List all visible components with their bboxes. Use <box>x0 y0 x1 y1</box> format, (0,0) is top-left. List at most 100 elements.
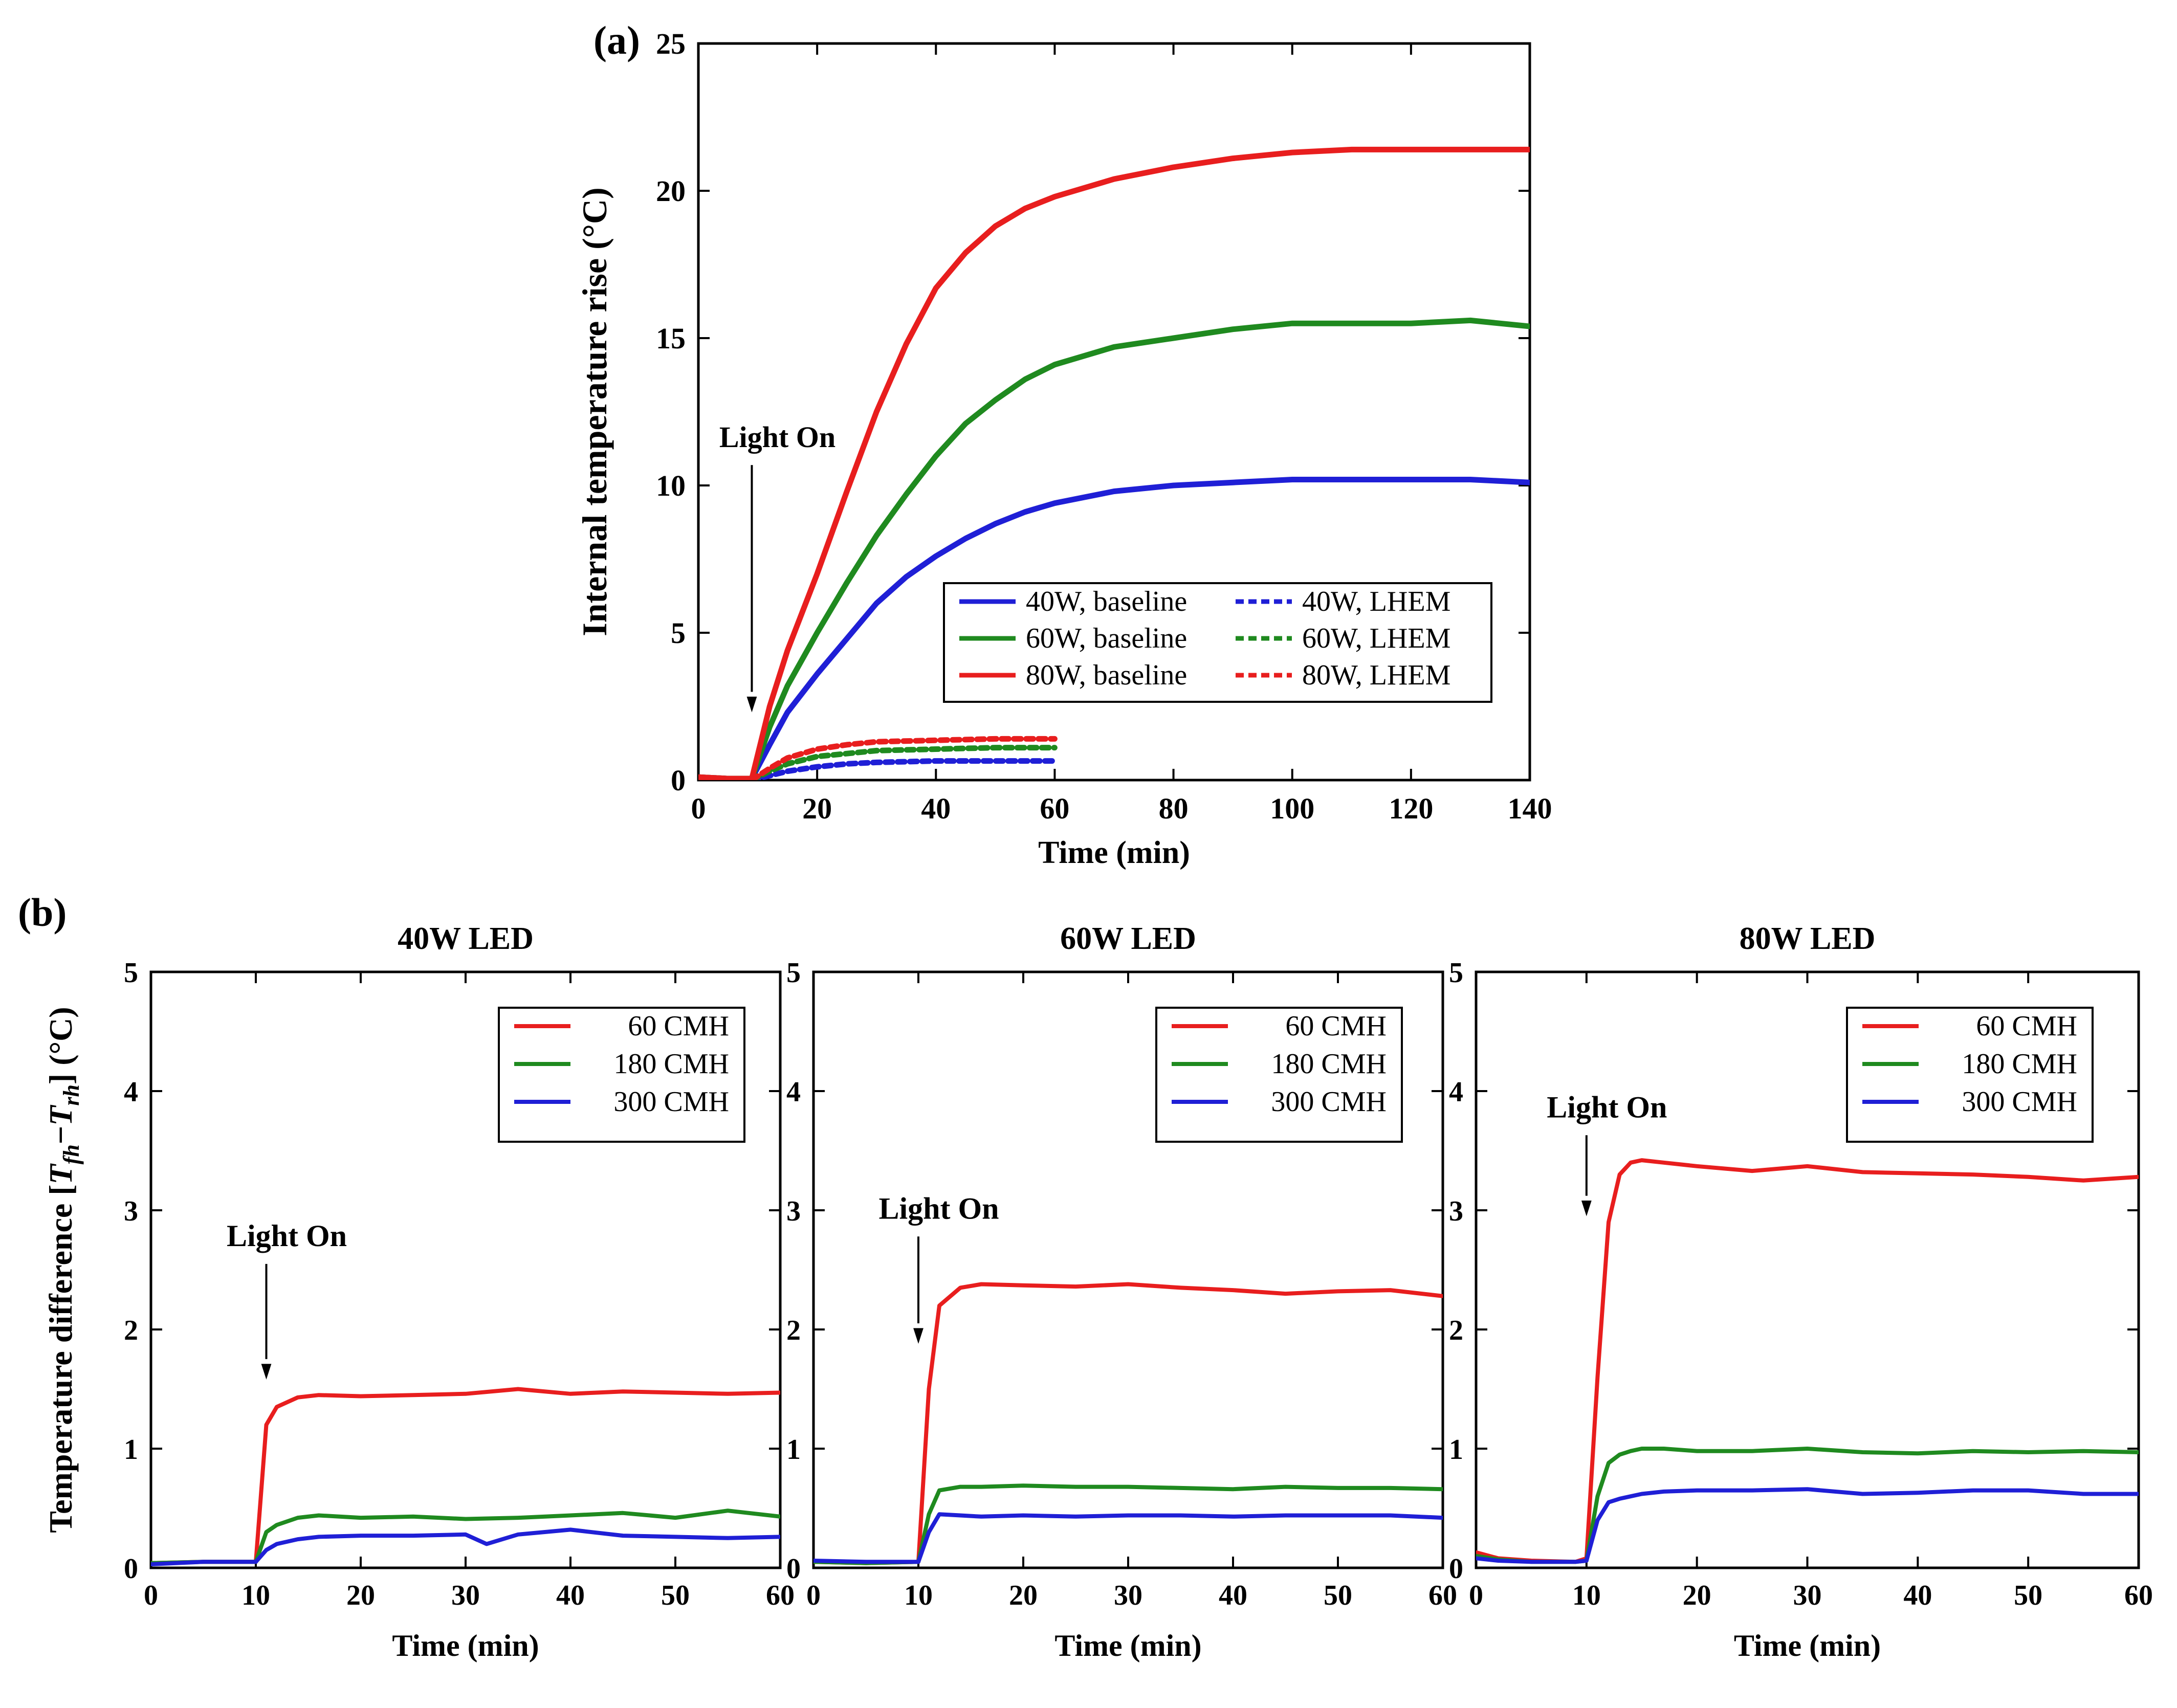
x-tick-label-b2-4: 40 <box>1219 1580 1247 1611</box>
legend-label-a-4: 60W, LHEM <box>1302 623 1450 654</box>
x-tick-label-b1-5: 50 <box>661 1580 690 1611</box>
annotation-light-on-a: Light On <box>719 420 835 454</box>
x-tick-label-b2-1: 10 <box>904 1580 933 1611</box>
series-line-b1-2 <box>151 1527 780 1566</box>
x-axis-label-b3: Time (min) <box>1734 1629 1881 1662</box>
x-tick-label-a-7: 140 <box>1508 792 1552 825</box>
series-line-b3-0 <box>1476 1158 2139 1564</box>
x-tick-label-b2-5: 50 <box>1324 1580 1352 1611</box>
x-axis-label-a: Time (min) <box>1038 835 1190 870</box>
x-tick-label-b1-4: 40 <box>556 1580 585 1611</box>
panel-label-a: (a) <box>593 18 640 62</box>
x-tick-label-b1-3: 30 <box>451 1580 480 1611</box>
x-axis-label-b2: Time (min) <box>1054 1629 1201 1662</box>
x-tick-label-a-6: 120 <box>1389 792 1433 825</box>
legend-label-b3-1: 180 CMH <box>1962 1048 2077 1080</box>
x-tick-label-b3-0: 0 <box>1469 1580 1483 1611</box>
y-tick-label-b2-5: 5 <box>786 957 801 989</box>
series-line-a-4 <box>749 745 1058 780</box>
legend-box-b3 <box>1846 1007 2094 1143</box>
y-tick-label-b2-2: 2 <box>786 1315 801 1346</box>
chart-title-b1: 40W LED <box>398 921 534 956</box>
y-tick-label-b2-1: 1 <box>786 1434 801 1466</box>
chart-title-b2: 60W LED <box>1060 921 1196 956</box>
legend-box-b1 <box>498 1007 745 1143</box>
y-tick-label-a-1: 5 <box>671 616 686 650</box>
series-line-a-1 <box>698 317 1530 780</box>
series-line-b2-2 <box>813 1512 1443 1564</box>
x-tick-label-b3-6: 60 <box>2124 1580 2153 1611</box>
legend-label-a-1: 60W, baseline <box>1026 623 1187 654</box>
y-tick-label-b1-5: 5 <box>124 957 138 989</box>
series-line-b1-0 <box>151 1387 780 1565</box>
x-tick-label-b2-6: 60 <box>1428 1580 1457 1611</box>
x-tick-label-b3-1: 10 <box>1572 1580 1601 1611</box>
x-axis-label-b1: Time (min) <box>392 1629 539 1662</box>
x-tick-label-b2-2: 20 <box>1009 1580 1038 1611</box>
y-axis-label-b1: Temperature difference [Tfh−Trh] (°C) <box>42 1007 84 1533</box>
y-tick-label-b1-3: 3 <box>124 1195 138 1227</box>
legend-label-b1-0: 60 CMH <box>628 1010 729 1042</box>
y-tick-label-b2-4: 4 <box>786 1076 801 1108</box>
series-line-b2-1 <box>813 1483 1443 1565</box>
y-tick-label-b3-4: 4 <box>1449 1076 1463 1108</box>
legend-box-a <box>943 582 1492 703</box>
annotation-light-on-b1: Light On <box>227 1219 347 1253</box>
x-tick-label-b1-1: 10 <box>241 1580 270 1611</box>
legend-label-b1-1: 180 CMH <box>613 1048 729 1080</box>
y-tick-label-b3-2: 2 <box>1449 1315 1463 1346</box>
x-tick-label-a-1: 20 <box>802 792 832 825</box>
y-tick-label-b3-1: 1 <box>1449 1434 1463 1466</box>
y-tick-label-a-5: 25 <box>656 27 686 60</box>
annotation-arrow-head-b3 <box>1581 1201 1592 1216</box>
series-line-b1-1 <box>151 1509 780 1565</box>
legend-label-a-3: 40W, LHEM <box>1302 586 1450 617</box>
series-line-b2-0 <box>813 1282 1443 1565</box>
x-tick-label-a-4: 80 <box>1159 792 1189 825</box>
x-tick-label-a-3: 60 <box>1040 792 1069 825</box>
y-tick-label-b2-0: 0 <box>786 1553 801 1585</box>
x-tick-label-b3-5: 50 <box>2014 1580 2042 1611</box>
x-tick-label-a-5: 100 <box>1270 792 1314 825</box>
y-tick-label-b3-3: 3 <box>1449 1195 1463 1227</box>
y-tick-label-b1-1: 1 <box>124 1434 138 1466</box>
annotation-light-on-b2: Light On <box>878 1191 999 1225</box>
legend-label-b3-0: 60 CMH <box>1976 1010 2077 1042</box>
y-tick-label-b2-3: 3 <box>786 1195 801 1227</box>
series-line-a-5 <box>749 736 1058 780</box>
y-axis-label-a: Internal temperature rise (°C) <box>575 187 614 636</box>
x-tick-label-b3-2: 20 <box>1683 1580 1711 1611</box>
series-line-a-3 <box>749 758 1058 780</box>
y-tick-label-a-2: 10 <box>656 469 686 502</box>
y-tick-label-b1-4: 4 <box>124 1076 138 1108</box>
legend-label-a-0: 40W, baseline <box>1026 586 1187 617</box>
y-tick-label-a-3: 15 <box>656 322 686 355</box>
x-tick-label-b2-0: 0 <box>806 1580 821 1611</box>
y-tick-label-a-4: 20 <box>656 174 686 208</box>
legend-label-b2-2: 300 CMH <box>1271 1086 1387 1118</box>
panel-label-b: (b) <box>18 890 67 935</box>
annotation-arrow-head-b1 <box>261 1364 272 1380</box>
series-line-a-0 <box>698 477 1530 780</box>
annotation-arrow-head-b2 <box>913 1328 923 1344</box>
y-tick-label-b1-0: 0 <box>124 1553 138 1585</box>
x-tick-label-a-0: 0 <box>691 792 706 825</box>
x-tick-label-b3-3: 30 <box>1793 1580 1822 1611</box>
y-tick-label-b3-0: 0 <box>1449 1553 1463 1585</box>
annotation-light-on-b3: Light On <box>1547 1090 1667 1124</box>
annotation-arrow-head-a <box>746 696 757 713</box>
y-tick-label-b1-2: 2 <box>124 1315 138 1346</box>
y-tick-label-b3-5: 5 <box>1449 957 1463 989</box>
legend-box-b2 <box>1155 1007 1403 1143</box>
legend-label-b2-0: 60 CMH <box>1285 1010 1387 1042</box>
series-line-b3-2 <box>1476 1487 2139 1564</box>
x-tick-label-a-2: 40 <box>921 792 951 825</box>
legend-label-a-2: 80W, baseline <box>1026 659 1187 691</box>
x-tick-label-b2-3: 30 <box>1114 1580 1142 1611</box>
legend-label-a-5: 80W, LHEM <box>1302 659 1450 691</box>
x-tick-label-b1-6: 60 <box>766 1580 795 1611</box>
chart-title-b3: 80W LED <box>1740 921 1876 956</box>
legend-label-b1-2: 300 CMH <box>613 1086 729 1118</box>
x-tick-label-b3-4: 40 <box>1903 1580 1932 1611</box>
